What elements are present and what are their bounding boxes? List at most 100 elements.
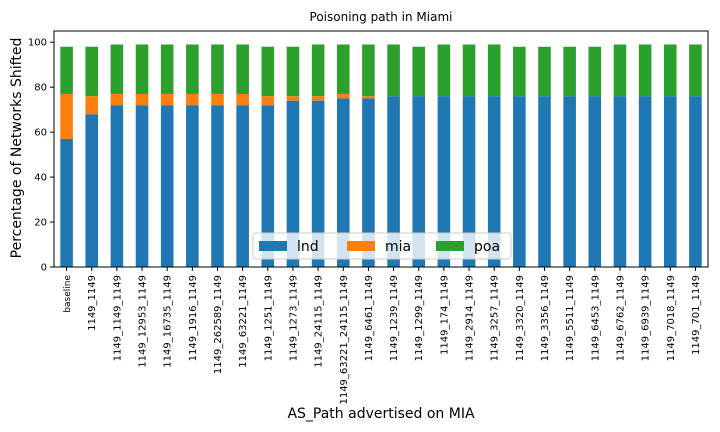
bar-poa-11 (336, 44, 350, 94)
x-tick-label: 1149_1149 (87, 275, 98, 331)
bar-poa-3 (135, 44, 149, 94)
bar-mia-10 (311, 96, 325, 101)
bar-lnd-9 (286, 100, 300, 268)
x-tick-label: 1149_701_1149 (691, 275, 702, 355)
bar-poa-2 (110, 44, 124, 94)
bar-poa-25 (689, 44, 702, 97)
x-tick-label: 1149_12953_1149 (138, 275, 149, 368)
bar-lnd-23 (638, 96, 652, 268)
x-tick-label: 1149_262589_1149 (213, 275, 224, 374)
x-tick-label: 1149_1299_1149 (414, 275, 425, 361)
bar-lnd-18 (513, 96, 526, 268)
legend-swatch-lnd (259, 241, 287, 251)
chart-title: Poisoning path in Miami (310, 10, 453, 24)
legend-swatch-poa (436, 241, 464, 251)
bar-lnd-25 (689, 96, 702, 268)
bar-mia-0 (60, 93, 73, 139)
bar-poa-21 (588, 46, 602, 97)
bar-poa-17 (487, 44, 501, 97)
bar-poa-7 (236, 44, 249, 94)
bar-lnd-13 (387, 96, 400, 268)
bar-mia-4 (160, 93, 174, 106)
bar-lnd-8 (261, 105, 275, 267)
bar-mia-5 (186, 93, 199, 106)
bar-poa-16 (462, 44, 476, 97)
x-tick-label: 1149_1273_1149 (288, 275, 299, 361)
x-tick-label: 1149_6453_1149 (590, 275, 601, 361)
bar-poa-12 (362, 44, 375, 97)
bar-mia-7 (236, 93, 249, 106)
bar-lnd-22 (613, 96, 627, 268)
bar-poa-18 (513, 46, 526, 97)
bar-poa-0 (60, 46, 73, 94)
bar-lnd-3 (135, 105, 149, 267)
bar-lnd-7 (236, 105, 249, 267)
x-tick-label: 1149_1251_1149 (263, 275, 274, 361)
bar-lnd-6 (211, 105, 224, 267)
y-tick-label: 40 (34, 173, 47, 184)
bar-mia-9 (286, 96, 300, 101)
y-axis-label: Percentage of Networks Shifted (9, 38, 25, 259)
bar-poa-22 (613, 44, 627, 97)
bar-poa-20 (563, 46, 576, 97)
bar-mia-3 (135, 93, 149, 106)
bar-lnd-4 (160, 105, 174, 267)
x-axis-label: AS_Path advertised on MIA (287, 406, 475, 422)
x-tick-label: baseline (63, 275, 73, 313)
legend-box (252, 232, 512, 260)
bar-lnd-10 (311, 100, 325, 268)
x-tick-label: 1149_7018_1149 (666, 275, 677, 361)
bar-lnd-24 (663, 96, 677, 268)
y-tick-label: 0 (41, 263, 47, 274)
x-tick-label: 1149_24115_1149 (314, 275, 325, 368)
x-tick-label: 1149_63221_1149 (238, 275, 249, 368)
bar-mia-1 (85, 96, 99, 115)
bar-poa-14 (412, 46, 426, 97)
legend-label-poa: poa (474, 239, 500, 255)
bar-lnd-1 (85, 114, 99, 267)
x-tick-label: 1149_16735_1149 (163, 275, 174, 368)
bar-poa-4 (160, 44, 174, 94)
bar-poa-1 (85, 46, 99, 97)
y-tick-label: 60 (34, 128, 47, 139)
bar-poa-24 (663, 44, 677, 97)
x-tick-label: 1149_6939_1149 (641, 275, 652, 361)
y-tick-label: 100 (28, 38, 47, 49)
x-tick-label: 1149_2914_1149 (465, 275, 476, 361)
bar-lnd-21 (588, 96, 602, 268)
x-tick-label: 1149_6461_1149 (364, 275, 375, 361)
bar-lnd-19 (538, 96, 551, 268)
bar-poa-10 (311, 44, 325, 97)
x-tick-label: 1149_1149_1149 (112, 275, 123, 361)
bar-lnd-12 (362, 98, 375, 268)
bar-lnd-0 (60, 138, 73, 267)
x-tick-label: 1149_6762_1149 (615, 275, 626, 361)
x-tick-label: 1149_3356_1149 (540, 275, 551, 361)
bar-poa-13 (387, 44, 400, 97)
x-tick-label: 1149_1916_1149 (188, 275, 199, 361)
bar-poa-5 (186, 44, 199, 94)
bar-mia-6 (211, 93, 224, 106)
bar-poa-8 (261, 46, 275, 97)
bar-poa-19 (538, 46, 551, 97)
bar-lnd-16 (462, 96, 476, 268)
x-tick-label: 1149_1239_1149 (389, 275, 400, 361)
x-tick-label: 1149_5511_1149 (565, 275, 576, 361)
bar-lnd-2 (110, 105, 124, 267)
bar-poa-6 (211, 44, 224, 94)
bar-mia-12 (362, 96, 375, 99)
bar-poa-15 (437, 44, 451, 97)
x-tick-label: 1149_63221_24115_1149 (339, 275, 350, 405)
bar-lnd-20 (563, 96, 576, 268)
bar-lnd-14 (412, 96, 426, 268)
bar-poa-23 (638, 44, 652, 97)
x-tick-label: 1149_3320_1149 (515, 275, 526, 361)
bar-lnd-11 (336, 98, 350, 268)
x-tick-label: 1149_174_1149 (439, 275, 450, 355)
plot-area: 0 20 40 60 80 100 baseline 1149_1149 1149_1149_1… (28, 30, 709, 405)
bar-mia-2 (110, 93, 124, 106)
bar-mia-11 (336, 93, 350, 99)
bar-poa-9 (286, 46, 300, 97)
bar-lnd-5 (186, 105, 199, 267)
legend-label-mia: mia (385, 239, 411, 255)
